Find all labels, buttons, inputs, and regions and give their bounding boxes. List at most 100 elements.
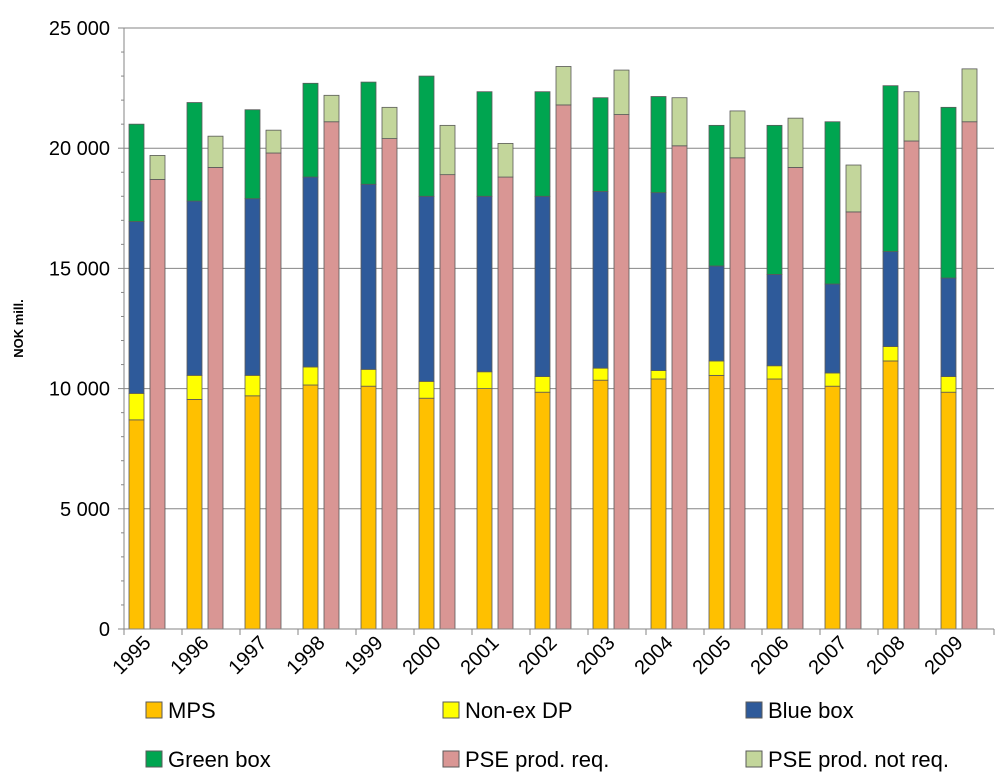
bar-mps [824, 385, 841, 630]
bar-pse-prod-not-req [787, 117, 804, 168]
legend-swatch-non-ex-dp [442, 701, 460, 719]
bar-blue-box [882, 251, 899, 347]
bar-pse-prod-req [729, 157, 746, 630]
legend: MPS Non-ex DP Blue box Green box PSE prod. r… [145, 698, 949, 772]
x-tick-label: 2004 [631, 632, 678, 679]
bar-blue-box [708, 265, 725, 362]
bar-non-ex-dp [592, 367, 609, 381]
bar-pse-prod-not-req [961, 68, 978, 123]
bar-mps [302, 384, 319, 630]
bar-green-box [766, 124, 783, 275]
bar-green-box [360, 81, 377, 185]
bar-pse-prod-not-req [323, 94, 340, 123]
legend-label-green-box: Green box [168, 747, 271, 772]
bar-mps [882, 360, 899, 630]
bar-mps [708, 374, 725, 630]
legend-label-blue-box: Blue box [768, 698, 854, 723]
y-axis-title: NOK mill. [11, 299, 26, 358]
bar-non-ex-dp [708, 360, 725, 376]
bar-blue-box [650, 192, 667, 371]
bar-blue-box [302, 176, 319, 368]
bar-non-ex-dp [824, 372, 841, 387]
bar-non-ex-dp [534, 376, 551, 393]
bar-pse-prod-not-req [149, 155, 166, 180]
bar-mps [186, 399, 203, 630]
bar-pse-prod-not-req [497, 142, 514, 178]
bar-green-box [882, 85, 899, 252]
bar-pse-prod-not-req [845, 164, 862, 213]
bar-green-box [650, 96, 667, 194]
bar-pse-prod-req [323, 121, 340, 630]
y-tick-label: 20 000 [49, 138, 110, 160]
bar-pse-prod-req [613, 114, 630, 630]
bar-blue-box [824, 283, 841, 374]
bar-green-box [128, 123, 145, 222]
bar-blue-box [940, 277, 957, 377]
y-tick-label: 25 000 [49, 18, 110, 40]
bar-green-box [708, 124, 725, 267]
bar-pse-prod-not-req [671, 97, 688, 147]
bar-green-box [940, 106, 957, 279]
bar-pse-prod-not-req [207, 135, 224, 168]
x-axis: 1995 1996 1997 1998 1999 2000 2001 2002 2003 2004… [109, 628, 995, 679]
bar-pse-prod-not-req [729, 110, 746, 159]
bar-blue-box [592, 191, 609, 369]
bar-mps [418, 397, 435, 630]
x-tick-label: 1996 [167, 632, 214, 679]
x-tick-label: 2009 [921, 632, 968, 679]
x-tick-label: 1998 [283, 632, 330, 679]
bar-mps [534, 391, 551, 630]
bar-green-box [476, 91, 493, 197]
legend-label-pse-prod-not-req: PSE prod. not req. [768, 747, 949, 772]
bar-non-ex-dp [244, 374, 261, 397]
bar-non-ex-dp [940, 376, 957, 393]
bar-non-ex-dp [766, 365, 783, 380]
x-tick-label: 1995 [109, 632, 156, 679]
bar-pse-prod-req [439, 174, 456, 630]
bar-green-box [534, 91, 551, 197]
bar-pse-prod-not-req [555, 66, 572, 106]
bar-pse-prod-req [265, 152, 282, 630]
bar-green-box [592, 97, 609, 192]
bar-pse-prod-req [961, 121, 978, 630]
bar-pse-prod-req [903, 140, 920, 630]
bar-pse-prod-req [787, 167, 804, 630]
bar-pse-prod-req [207, 167, 224, 630]
bar-mps [360, 385, 377, 630]
y-tick-label: 15 000 [49, 258, 110, 280]
bar-pse-prod-req [555, 104, 572, 630]
bar-pse-prod-not-req [381, 106, 398, 139]
bars [128, 66, 978, 630]
x-tick-label: 2006 [747, 632, 794, 679]
bar-blue-box [360, 183, 377, 370]
x-tick-label: 2000 [399, 632, 446, 679]
bar-non-ex-dp [128, 393, 145, 421]
bar-green-box [824, 121, 841, 285]
y-tick-label: 10 000 [49, 379, 110, 401]
y-axis: 0 5 000 10 000 15 000 20 000 25 000 [49, 18, 125, 641]
legend-swatch-mps [145, 701, 163, 719]
bar-green-box [186, 102, 203, 202]
bar-pse-prod-req [381, 138, 398, 630]
x-tick-label: 1997 [225, 632, 272, 679]
bar-pse-prod-req [149, 179, 166, 630]
y-tick-label: 5 000 [60, 499, 110, 521]
bar-mps [650, 378, 667, 630]
y-tick-label: 0 [99, 619, 110, 641]
x-tick-label: 2003 [573, 632, 620, 679]
x-tick-label: 2001 [457, 632, 504, 679]
bar-mps [592, 379, 609, 630]
bar-green-box [302, 82, 319, 178]
bar-pse-prod-not-req [903, 91, 920, 142]
bar-green-box [244, 109, 261, 200]
bar-pse-prod-req [671, 145, 688, 630]
legend-swatch-pse-prod-req [442, 750, 460, 768]
bar-pse-prod-req [497, 176, 514, 630]
bar-mps [940, 391, 957, 630]
bar-pse-prod-not-req [439, 124, 456, 176]
bar-blue-box [476, 195, 493, 373]
bar-blue-box [418, 195, 435, 382]
bar-pse-prod-not-req [265, 129, 282, 154]
bar-mps [766, 378, 783, 630]
